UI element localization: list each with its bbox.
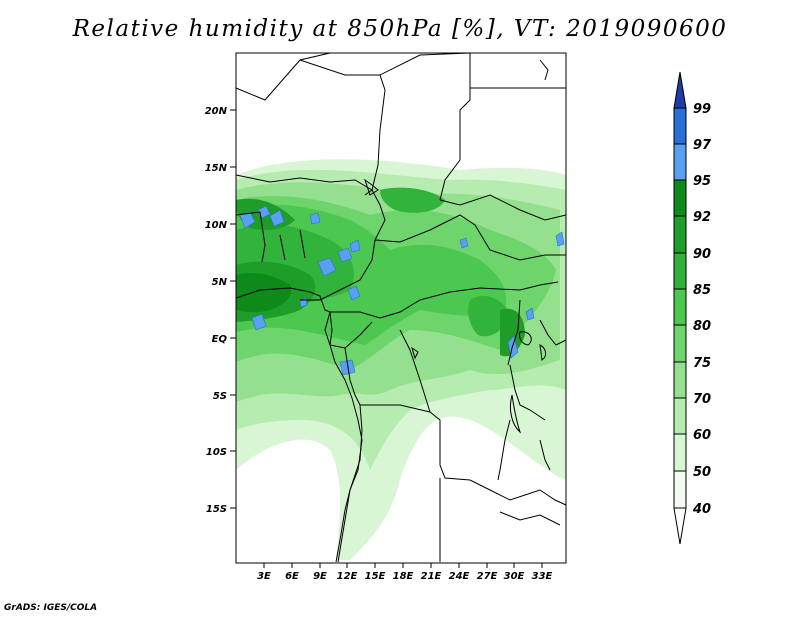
grads-credit: GrADS: IGES/COLA (4, 603, 98, 613)
lon-tick-label: 3E (257, 571, 271, 582)
colorbar-label: 90 (693, 247, 711, 262)
lat-tick-label: 10N (205, 220, 228, 231)
lat-tick-label: EQ (212, 334, 228, 345)
lat-tick-label: 10S (206, 447, 227, 458)
colorbar: 99 97 95 92 90 85 80 75 70 60 50 40 (673, 71, 712, 545)
colorbar-label: 92 (693, 210, 711, 225)
lon-tick-label: 30E (504, 571, 525, 582)
colorbar-segment (673, 143, 687, 181)
colorbar-top-arrow (673, 71, 687, 109)
lon-tick-label: 21E (421, 571, 442, 582)
country-borders (235, 52, 567, 563)
humidity-field (236, 53, 566, 563)
colorbar-segment (673, 215, 687, 254)
colorbar-label: 60 (693, 428, 711, 443)
lat-tick-label: 15N (205, 163, 228, 174)
colorbar-label: 97 (693, 138, 712, 153)
colorbar-segment (673, 179, 687, 217)
lon-tick-label: 12E (337, 571, 358, 582)
lat-axis: 20N 15N 10N 5N EQ 5S 10S 15S (205, 106, 236, 515)
colorbar-segment (673, 397, 687, 435)
colorbar-segment (673, 361, 687, 399)
colorbar-segment (673, 433, 687, 472)
chart-title: Relative humidity at 850hPa [%], VT: 201… (72, 16, 728, 42)
lon-tick-label: 15E (365, 571, 386, 582)
colorbar-label: 70 (693, 392, 711, 407)
lon-tick-label: 27E (477, 571, 498, 582)
colorbar-label: 50 (693, 465, 711, 480)
colorbar-segment (673, 288, 687, 326)
colorbar-label: 85 (693, 283, 711, 298)
lat-tick-label: 20N (205, 106, 228, 117)
coastline (235, 287, 363, 563)
lon-tick-label: 24E (449, 571, 470, 582)
lon-axis: 3E 6E 9E 12E 15E 18E 21E 24E 27E 30E 33E (257, 563, 553, 582)
colorbar-label: 75 (693, 356, 711, 371)
map-frame (235, 52, 567, 564)
colorbar-segment (673, 470, 687, 509)
lat-tick-label: 5N (212, 277, 228, 288)
colorbar-segment (673, 252, 687, 290)
lon-tick-label: 18E (393, 571, 414, 582)
colorbar-label: 40 (692, 502, 711, 517)
colorbar-label: 99 (693, 102, 711, 117)
lon-tick-label: 33E (532, 571, 553, 582)
colorbar-label: 95 (693, 174, 711, 189)
colorbar-label: 80 (693, 319, 711, 334)
lon-tick-label: 6E (285, 571, 299, 582)
colorbar-bottom-arrow (673, 507, 687, 545)
colorbar-segment (673, 107, 687, 145)
lat-tick-label: 15S (206, 504, 227, 515)
colorbar-segment (673, 324, 687, 363)
lakes (364, 178, 551, 471)
lat-tick-label: 5S (213, 391, 227, 402)
lon-tick-label: 9E (313, 571, 327, 582)
